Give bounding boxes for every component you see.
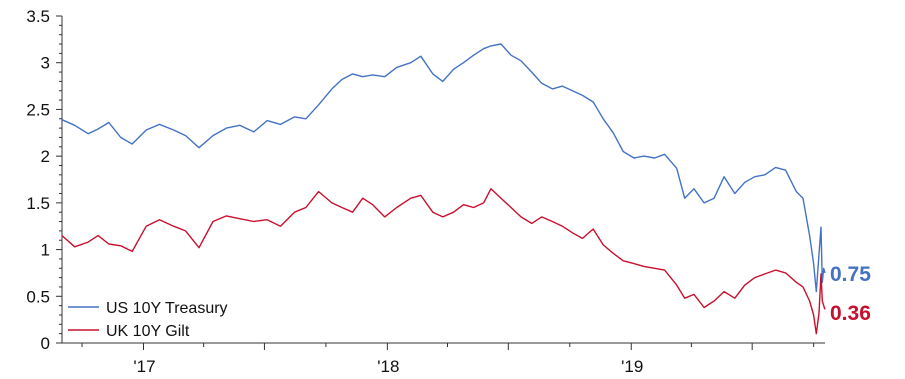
y-tick-label: 2	[41, 147, 50, 166]
x-tick-label: '19	[621, 357, 643, 376]
y-tick-label: 0	[41, 334, 50, 353]
x-tick-label: '17	[133, 357, 155, 376]
end-value-labels: 0.75 0.36	[830, 263, 871, 325]
series-line-uk-10y-gilt	[61, 188, 826, 335]
series-line-us-10y-treasury	[61, 43, 826, 293]
y-tick-label: 3.5	[26, 7, 50, 26]
y-axis: 0 0.5 1 1.5 2 2.5 3 3.5	[26, 7, 63, 353]
x-axis: '17 '18 '19	[62, 342, 825, 376]
legend: US 10Y Treasury UK 10Y Gilt	[68, 300, 228, 340]
y-tick-label: 0.5	[26, 287, 50, 306]
x-tick-label: '18	[377, 357, 399, 376]
y-tick-label: 3	[41, 54, 50, 73]
y-tick-label: 2.5	[26, 100, 50, 119]
end-value-label-uk-10y-gilt: 0.36	[830, 302, 871, 325]
series-layer	[61, 43, 826, 335]
y-tick-label: 1.5	[26, 194, 50, 213]
legend-label-us-10y: US 10Y Treasury	[106, 300, 228, 317]
end-value-label-us-10y-treasury: 0.75	[830, 263, 871, 286]
y-tick-label: 1	[41, 241, 50, 260]
legend-label-uk-10y: UK 10Y Gilt	[106, 323, 190, 340]
